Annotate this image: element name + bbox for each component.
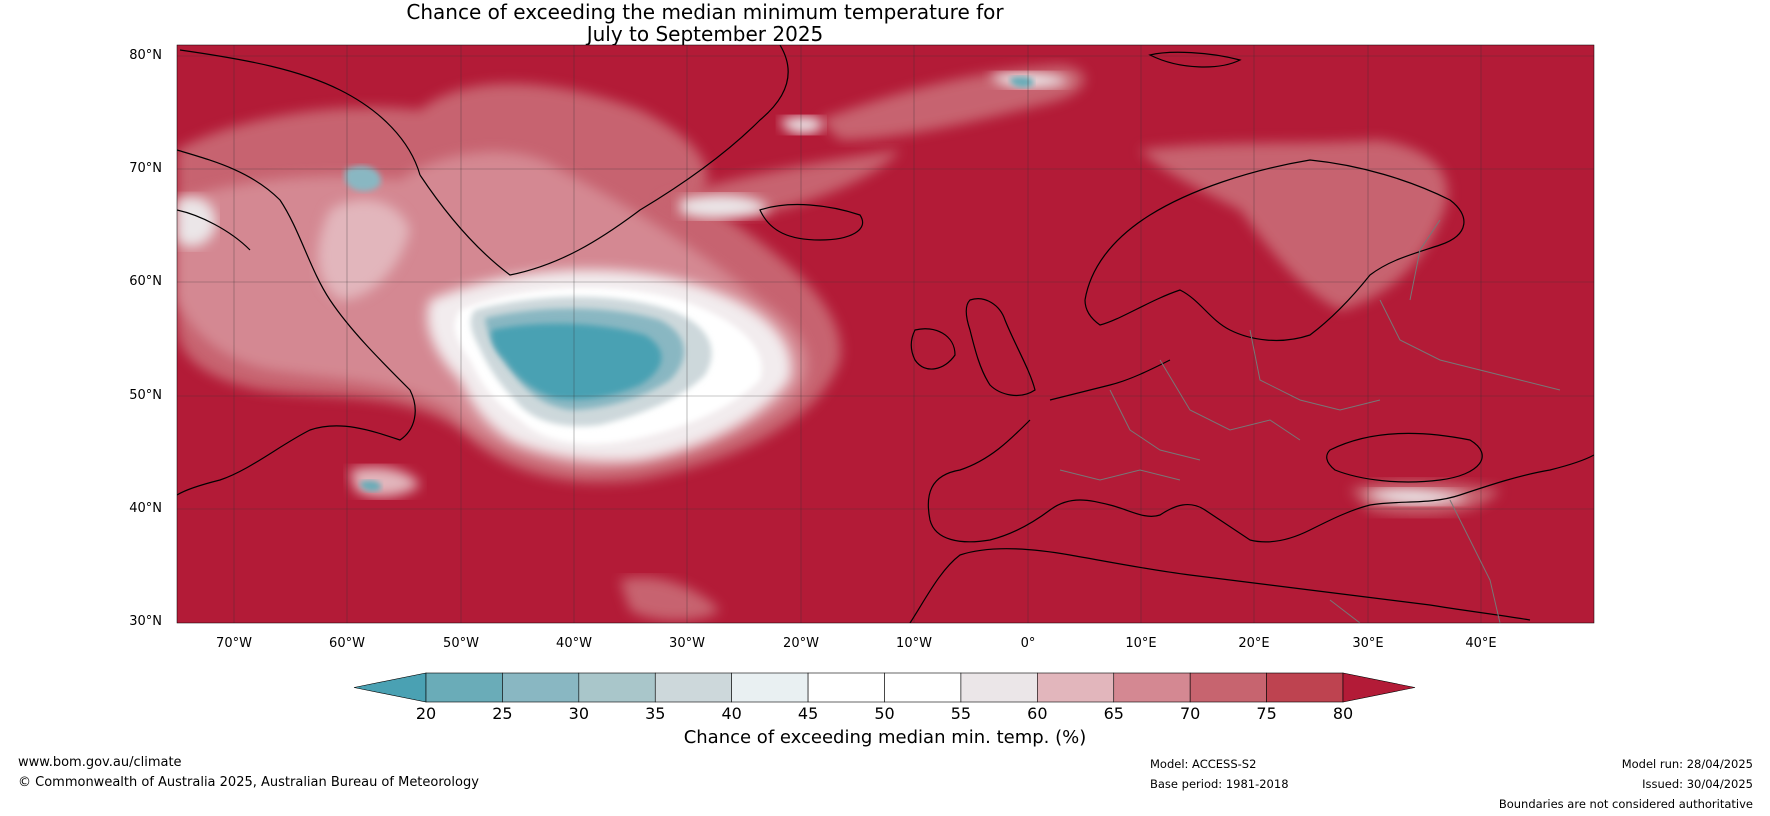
model-run-text: Model run: 28/04/2025 bbox=[1621, 757, 1753, 771]
scandinavia-coast bbox=[1084, 159, 1465, 342]
lat-label-50n: 50°N bbox=[129, 388, 162, 403]
colorbar-segment bbox=[960, 672, 1038, 703]
colorbar-segment bbox=[1037, 672, 1115, 703]
iceland-coast bbox=[759, 203, 864, 241]
colorbar-segment bbox=[654, 672, 732, 703]
disclaimer-text: Boundaries are not considered authoritat… bbox=[1498, 797, 1753, 811]
colorbar-tick-label: 35 bbox=[645, 704, 666, 723]
colorbar-tick-label: 60 bbox=[1027, 704, 1048, 723]
colorbar-tick-label: 55 bbox=[950, 704, 972, 723]
colorbar-tick-label: 25 bbox=[492, 704, 513, 723]
colorbar-label: Chance of exceeding median min. temp. (%… bbox=[683, 727, 1087, 748]
colorbar-segment bbox=[425, 672, 503, 703]
north-africa-coast bbox=[909, 547, 1531, 623]
base-period-text: Base period: 1981-2018 bbox=[1150, 777, 1289, 791]
colorbar-tick-label: 75 bbox=[1256, 704, 1277, 723]
probability-contours bbox=[177, 65, 1500, 621]
colorbar-segment bbox=[578, 672, 656, 703]
colorbar-tick-label: 40 bbox=[721, 704, 742, 723]
colorbar-tick-label: 70 bbox=[1179, 704, 1201, 723]
lat-label-30n: 30°N bbox=[129, 614, 162, 629]
lon-label-50w: 50°W bbox=[443, 636, 479, 651]
europe-coast bbox=[927, 359, 1594, 543]
lon-label-0: 0° bbox=[1020, 636, 1036, 651]
lon-label-10e: 10°E bbox=[1125, 636, 1157, 651]
country-borders bbox=[1059, 219, 1561, 623]
lat-label-40n: 40°N bbox=[129, 501, 162, 516]
black-sea-coast bbox=[1326, 432, 1483, 483]
lat-label-80n: 80°N bbox=[129, 48, 162, 63]
map-title-line-1: Chance of exceeding the median minimum t… bbox=[406, 0, 1004, 24]
lon-label-20w: 20°W bbox=[783, 636, 819, 651]
colorbar-segment bbox=[807, 672, 885, 703]
british-isles-coast bbox=[965, 298, 1036, 397]
colorbar-tick-label: 50 bbox=[874, 704, 895, 723]
colorbar-segment bbox=[502, 672, 580, 703]
lat-label-70n: 70°N bbox=[129, 161, 162, 176]
map-title-line-2: July to September 2025 bbox=[586, 22, 824, 46]
lon-label-10w: 10°W bbox=[896, 636, 932, 651]
lon-label-40e: 40°E bbox=[1465, 636, 1497, 651]
colorbar bbox=[353, 672, 1416, 703]
colorbar-tick-label: 45 bbox=[797, 704, 819, 723]
colorbar-segment bbox=[1266, 672, 1344, 703]
website-text: www.bom.gov.au/climate bbox=[18, 755, 182, 770]
colorbar-segment bbox=[731, 672, 809, 703]
coastlines bbox=[177, 45, 1594, 623]
map-frame bbox=[176, 44, 1595, 624]
greenland-coast bbox=[419, 45, 789, 276]
lon-label-70w: 70°W bbox=[216, 636, 252, 651]
colorbar-tick-label: 65 bbox=[1103, 704, 1124, 723]
colorbar-tick-label: 20 bbox=[415, 704, 437, 723]
colorbar-segment bbox=[1189, 672, 1267, 703]
colorbar-segment bbox=[1113, 672, 1191, 703]
colorbar-segment bbox=[884, 672, 962, 703]
lon-label-40w: 40°W bbox=[556, 636, 592, 651]
lon-label-30w: 30°W bbox=[669, 636, 705, 651]
model-text: Model: ACCESS-S2 bbox=[1150, 757, 1257, 771]
copyright-text: © Commonwealth of Australia 2025, Austra… bbox=[18, 775, 479, 790]
lon-label-30e: 30°E bbox=[1352, 636, 1384, 651]
colorbar-tick-label: 30 bbox=[568, 704, 589, 723]
colorbar-high-extend bbox=[1342, 672, 1416, 703]
lon-label-20e: 20°E bbox=[1238, 636, 1270, 651]
colorbar-tick-label: 80 bbox=[1332, 704, 1354, 723]
labrador-coast bbox=[177, 149, 416, 496]
lat-label-60n: 60°N bbox=[129, 274, 162, 289]
lon-label-60w: 60°W bbox=[329, 636, 365, 651]
colorbar-low-extend bbox=[353, 672, 427, 703]
issued-text: Issued: 30/04/2025 bbox=[1642, 777, 1753, 791]
